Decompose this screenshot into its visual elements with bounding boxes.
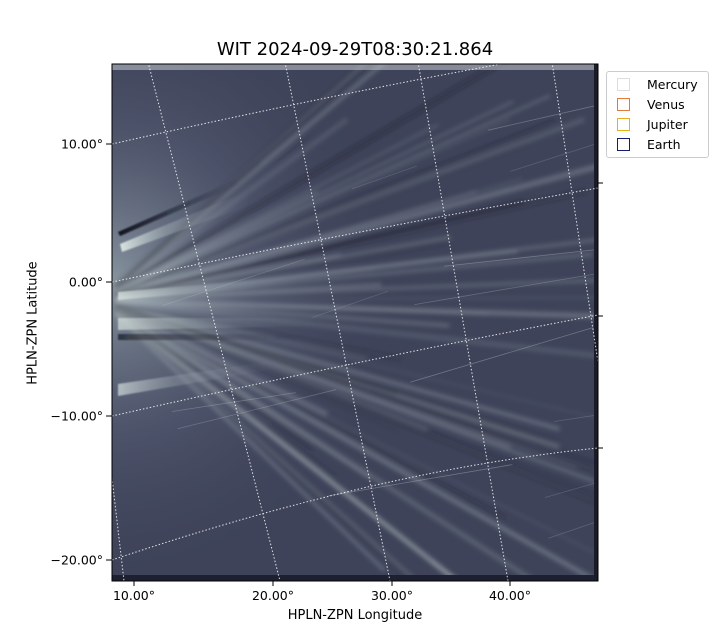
plot-title: WIT 2024-09-29T08:30:21.864 [216, 39, 494, 60]
streamer-ray [115, 305, 598, 485]
x-axis-label: HPLN-ZPN Longitude [287, 608, 423, 623]
legend-swatch [617, 117, 630, 131]
legend-label: Venus [647, 96, 685, 112]
bottom-edge [112, 575, 598, 581]
streamer-ray [115, 119, 555, 294]
x-tick-label: 40.00° [488, 588, 532, 603]
x-tick-label: 20.00° [251, 588, 295, 603]
axis-ticks [106, 143, 603, 586]
star-streak [414, 273, 598, 306]
star-streak [510, 142, 598, 172]
streamer-ray [114, 311, 420, 581]
legend-swatch [617, 97, 630, 111]
x-tick-label: 10.00° [112, 588, 156, 603]
star-streak [553, 414, 598, 422]
bright-streamer [118, 178, 320, 396]
star-streak [328, 464, 513, 497]
streamer-ray [115, 94, 551, 293]
streamer-ray [115, 188, 587, 299]
streamer-ray [115, 304, 592, 471]
legend-swatch [617, 137, 630, 151]
streamer-ray [115, 296, 598, 301]
streamer-ray [115, 305, 598, 506]
star-streak [177, 389, 337, 430]
image-content [112, 64, 598, 581]
plot-frame [111, 63, 599, 582]
star-streak [312, 290, 388, 318]
legend-item-venus: Venus [617, 96, 685, 112]
streamer-ray [115, 299, 450, 328]
streamer-ray [114, 64, 504, 292]
legend-item-earth: Earth [617, 136, 681, 152]
legend-label: Jupiter [647, 116, 688, 132]
right-edge [594, 64, 598, 581]
streamer-ray [115, 123, 439, 292]
legend-swatch [617, 77, 630, 91]
y-tick-label: 0.00° [68, 274, 103, 290]
streamer-ray [115, 163, 598, 298]
coordinate-grid [112, 64, 598, 581]
legend-item-mercury: Mercury [617, 76, 698, 92]
streamer-ray [115, 299, 598, 359]
streamer-ray [115, 302, 401, 361]
streamer-ray [114, 307, 505, 521]
y-tick-label: −20.00° [50, 552, 103, 568]
y-tick-label: 10.00° [60, 136, 103, 152]
star-streak [162, 258, 305, 306]
y-tick-label: −10.00° [50, 408, 103, 424]
legend: Mercury Venus Jupiter Earth [606, 71, 709, 158]
star-streak [410, 327, 593, 383]
star-streak [351, 165, 418, 190]
legend-label: Mercury [647, 76, 698, 92]
star-streaks [162, 104, 598, 539]
streamer-ray [115, 100, 514, 293]
star-streak [548, 520, 598, 539]
legend-label: Earth [647, 136, 681, 152]
top-edge [112, 64, 598, 70]
y-axis-label: HPLN-ZPN Latitude [25, 261, 41, 385]
streamer-ray [115, 116, 586, 296]
legend-item-jupiter: Jupiter [617, 116, 688, 132]
streamer-ray [115, 178, 523, 296]
streamer-ray [115, 311, 269, 427]
streamer-rays [114, 64, 598, 581]
star-streak [487, 104, 598, 131]
streamer-ray [114, 312, 386, 572]
x-tick-label: 30.00° [370, 588, 414, 603]
star-streak [544, 481, 598, 498]
star-streak [444, 249, 598, 267]
streamer-ray [115, 299, 598, 319]
